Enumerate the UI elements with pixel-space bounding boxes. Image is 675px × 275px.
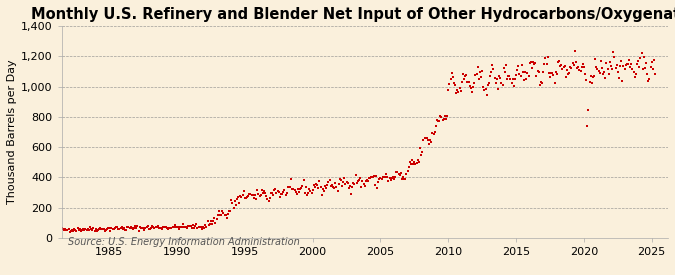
Text: Source: U.S. Energy Information Administration: Source: U.S. Energy Information Administ…: [68, 236, 300, 246]
Title: Monthly U.S. Refinery and Blender Net Input of Other Hydrocarbons/Oxygenates: Monthly U.S. Refinery and Blender Net In…: [31, 7, 675, 22]
Y-axis label: Thousand Barrels per Day: Thousand Barrels per Day: [7, 60, 17, 204]
